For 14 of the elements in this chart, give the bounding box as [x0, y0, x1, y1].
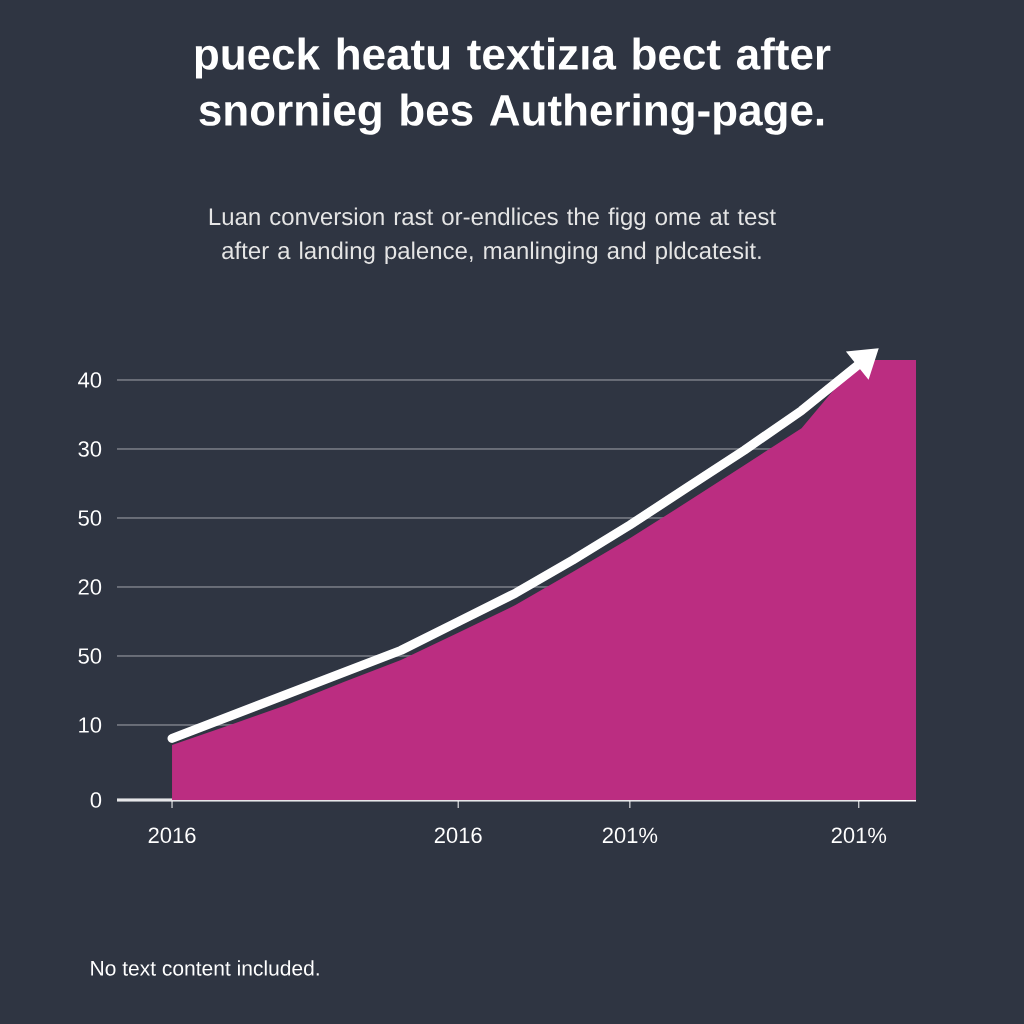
text: 10 — [79, 717, 102, 733]
text: 50 — [78, 510, 102, 526]
text: 40 — [78, 372, 102, 388]
chart-title: pueck heatu textizıa bect after snornieg bes Authering-page. — [195, 37, 831, 135]
text: 30 — [78, 441, 102, 457]
chart-subtitle: Luan conversion rast or-endlices the figg ome at test after a landing palence, manlinging and pldcatesit. — [209, 207, 776, 264]
x-tick-label: 2016 — [148, 827, 196, 844]
x-tick-label: 201% — [602, 827, 658, 844]
text: 0 — [90, 792, 102, 808]
text: 20 — [78, 579, 102, 595]
text: 50 — [78, 648, 102, 664]
x-tick-label: 201% — [831, 827, 887, 844]
text: No text content included. — [91, 960, 319, 976]
x-tick-label: 2016 — [434, 827, 482, 844]
